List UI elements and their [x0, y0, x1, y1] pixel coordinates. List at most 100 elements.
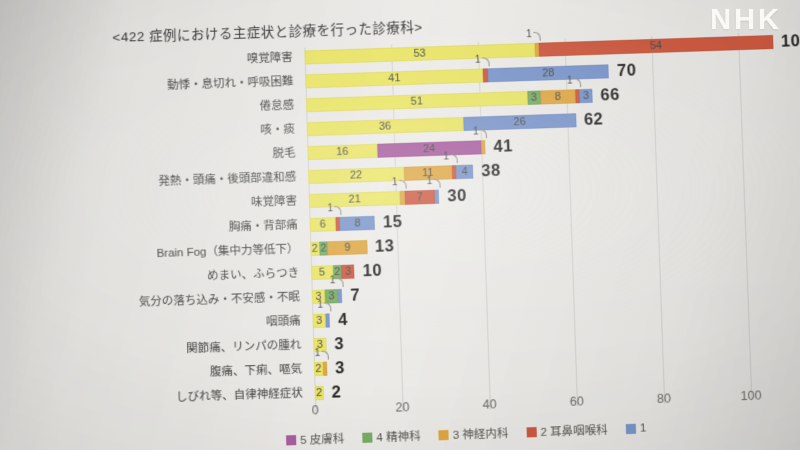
segment-value-label: 51 [410, 95, 424, 108]
segment-value-label: 2 [315, 362, 322, 376]
bar-segment-blue [325, 313, 331, 328]
legend-swatch-red [526, 427, 537, 438]
segment-value-label: 53 [413, 47, 426, 60]
row-total-label: 70 [616, 61, 637, 81]
segment-value-label: 9 [344, 241, 351, 254]
bar-segment-blue [434, 189, 440, 204]
bar-segment-yellow: 53 [304, 42, 535, 65]
row-total-label: 15 [382, 212, 403, 232]
bar-segment-red: 54 [538, 35, 774, 57]
segment-value-callout: 1 [566, 75, 573, 87]
bar-segment-blue: 8 [339, 215, 376, 231]
row-total-label: 4 [337, 310, 349, 330]
legend-item: 3 神経内科 [438, 425, 509, 443]
bar-segment-orange [481, 140, 486, 155]
segment-value-label: 24 [422, 142, 436, 156]
row-total-label: 66 [600, 85, 621, 105]
segment-value-label: 3 [344, 265, 352, 278]
bar-segment-yellow: 21 [308, 190, 401, 208]
segment-value-callout: 1 [426, 175, 433, 188]
segment-value-label: 26 [513, 115, 526, 129]
segment-value-label: 2 [320, 242, 327, 255]
segment-value-label: 41 [388, 72, 401, 85]
segment-value-callout: 1 [317, 299, 324, 311]
bar-segment-yellow: 2 [310, 241, 320, 256]
legend-item: 2 耳鼻咽喉科 [526, 422, 608, 441]
segment-value-label: 22 [349, 169, 363, 182]
bar-segment-yellow: 2 [313, 361, 324, 377]
segment-value-label: 8 [354, 217, 361, 230]
segment-value-label: 3 [328, 290, 335, 303]
bar-segment-yellow: 2 [314, 385, 324, 401]
bar-segment-blue [337, 288, 343, 304]
segment-value-label: 16 [335, 145, 349, 159]
segment-value-callout: 1 [314, 347, 321, 360]
plot-area: 0 20 40 60 80 100 嗅覚障害 53 1 54 108 動悸・息切れ・呼吸困難 41 1 28… [24, 0, 800, 417]
row-total-label: 30 [447, 186, 468, 206]
chart-document: <422 症例における主症状と診療を行った診療科> 0 20 40 60 80 100 嗅覚… [24, 0, 800, 450]
bar-segment-purple: 24 [376, 140, 482, 158]
bar-segment-green: 2 [318, 241, 329, 256]
segment-value-label: 54 [649, 39, 663, 53]
segment-value-callout: 1 [327, 203, 334, 215]
legend-label: 5 皮膚科 [300, 433, 345, 447]
segment-value-label: 2 [315, 386, 323, 400]
chart-legend: 5 皮膚科 4 精神科 3 神経内科 2 耳鼻咽喉科 1 [286, 420, 647, 448]
segment-value-callout: 1 [443, 151, 450, 163]
segment-value-label: 28 [542, 67, 555, 80]
segment-value-label: 2 [311, 242, 319, 255]
chart-title: <422 症例における主症状と診療を行った診療科> [112, 19, 423, 45]
legend-label: 2 耳鼻咽喉科 [540, 424, 609, 439]
legend-label: 1 [639, 422, 647, 435]
bar-segment-yellow: 3 [312, 313, 326, 329]
bar-segment-yellow: 16 [307, 143, 378, 161]
row-total-label: 3 [334, 359, 346, 378]
legend-item: 1 [625, 422, 647, 435]
bar-segment-orange [322, 361, 328, 376]
segment-value-label: 3 [582, 89, 590, 103]
bar-segment-blue: 28 [487, 64, 610, 83]
bar-segment-green: 3 [324, 289, 339, 304]
row-total-label: 10 [362, 261, 383, 281]
bar-segment-orange: 9 [327, 240, 368, 256]
segment-value-label: 4 [461, 165, 468, 178]
legend-item: 4 精神科 [362, 428, 421, 446]
segment-value-callout: 1 [474, 54, 481, 66]
legend-label: 4 精神科 [376, 430, 421, 445]
bar-segment-blue: 26 [462, 113, 577, 131]
row-total-label: 108 [780, 31, 800, 51]
segment-value-label: 3 [315, 314, 323, 327]
segment-value-label: 6 [319, 218, 327, 231]
bar-segment-yellow: 22 [308, 166, 405, 185]
segment-value-label: 7 [416, 191, 424, 204]
row-total-label: 7 [350, 286, 361, 305]
bar-segment-yellow: 51 [305, 90, 528, 113]
bar-segment-red: 7 [404, 189, 436, 205]
segment-value-label: 21 [348, 193, 361, 206]
segment-value-callout: 1 [329, 275, 336, 287]
nhk-logo: NHK [710, 4, 782, 36]
segment-value-callout: 1 [391, 177, 398, 189]
row-total-label: 3 [334, 335, 345, 354]
bar-segment-yellow: 6 [309, 217, 337, 232]
row-total-label: 2 [331, 383, 342, 402]
segment-value-callout: 1 [526, 29, 532, 41]
bar-segment-green: 3 [527, 90, 541, 105]
legend-item: 5 皮膚科 [286, 430, 345, 448]
legend-swatch-green [362, 432, 373, 443]
row-total-label: 13 [374, 237, 395, 256]
segment-value-label: 36 [378, 120, 392, 133]
legend-swatch-orange [438, 429, 449, 441]
bar-segment-orange: 8 [540, 89, 576, 105]
bar-segment-red: 3 [341, 264, 355, 279]
row-total-label: 62 [583, 110, 604, 129]
segment-value-label: 3 [530, 91, 538, 104]
bar-segment-yellow: 36 [306, 117, 464, 137]
segment-value-callout: 1 [472, 126, 479, 138]
bar-segment-blue: 4 [455, 164, 474, 180]
bar-segment-blue: 3 [579, 88, 593, 104]
bar-segment-yellow: 41 [305, 68, 484, 89]
row-total-label: 38 [481, 161, 501, 181]
legend-label: 3 神経内科 [452, 427, 509, 442]
